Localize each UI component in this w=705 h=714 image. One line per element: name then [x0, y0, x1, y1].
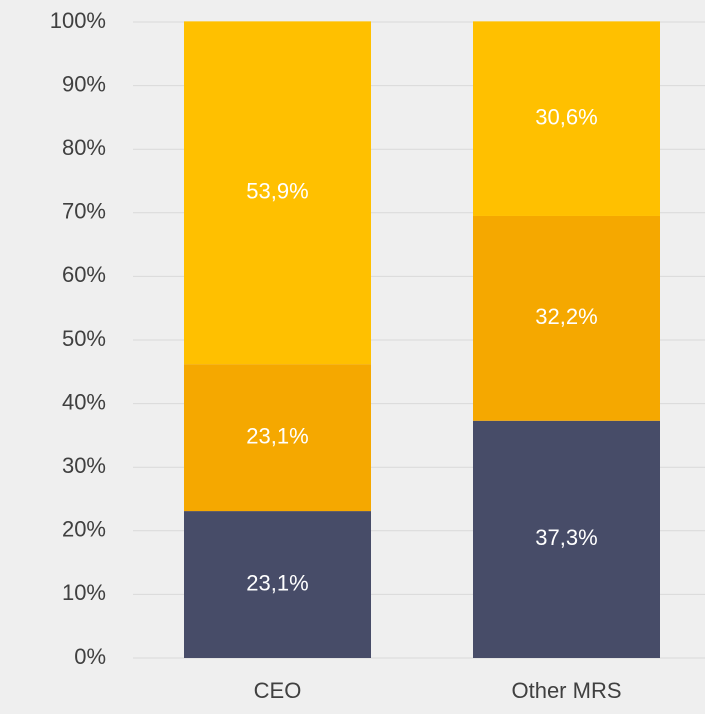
y-tick-label: 0%: [74, 644, 106, 669]
data-label: 32,2%: [535, 304, 597, 329]
bar-segment: [473, 21, 660, 216]
data-label: 30,6%: [535, 104, 597, 129]
y-tick-label: 90%: [62, 71, 106, 96]
y-tick-label: 20%: [62, 517, 106, 542]
y-tick-label: 70%: [62, 199, 106, 224]
bar-segment: [473, 215, 660, 421]
bar-segment: [184, 21, 371, 365]
y-tick-label: 80%: [62, 135, 106, 160]
y-tick-label: 30%: [62, 453, 106, 478]
y-tick-label: 50%: [62, 326, 106, 351]
y-tick-label: 10%: [62, 580, 106, 605]
y-tick-label: 100%: [50, 8, 106, 33]
data-label: 23,1%: [246, 423, 308, 448]
data-label: 23,1%: [246, 570, 308, 595]
data-label: 53,9%: [246, 179, 308, 204]
y-tick-label: 40%: [62, 389, 106, 414]
bar-segment: [473, 420, 660, 658]
bar-segment: [184, 511, 371, 658]
y-tick-label: 60%: [62, 262, 106, 287]
x-tick-label: CEO: [254, 678, 302, 703]
data-label: 37,3%: [535, 525, 597, 550]
bar-segment: [184, 364, 371, 512]
x-tick-label: Other MRS: [511, 678, 621, 703]
